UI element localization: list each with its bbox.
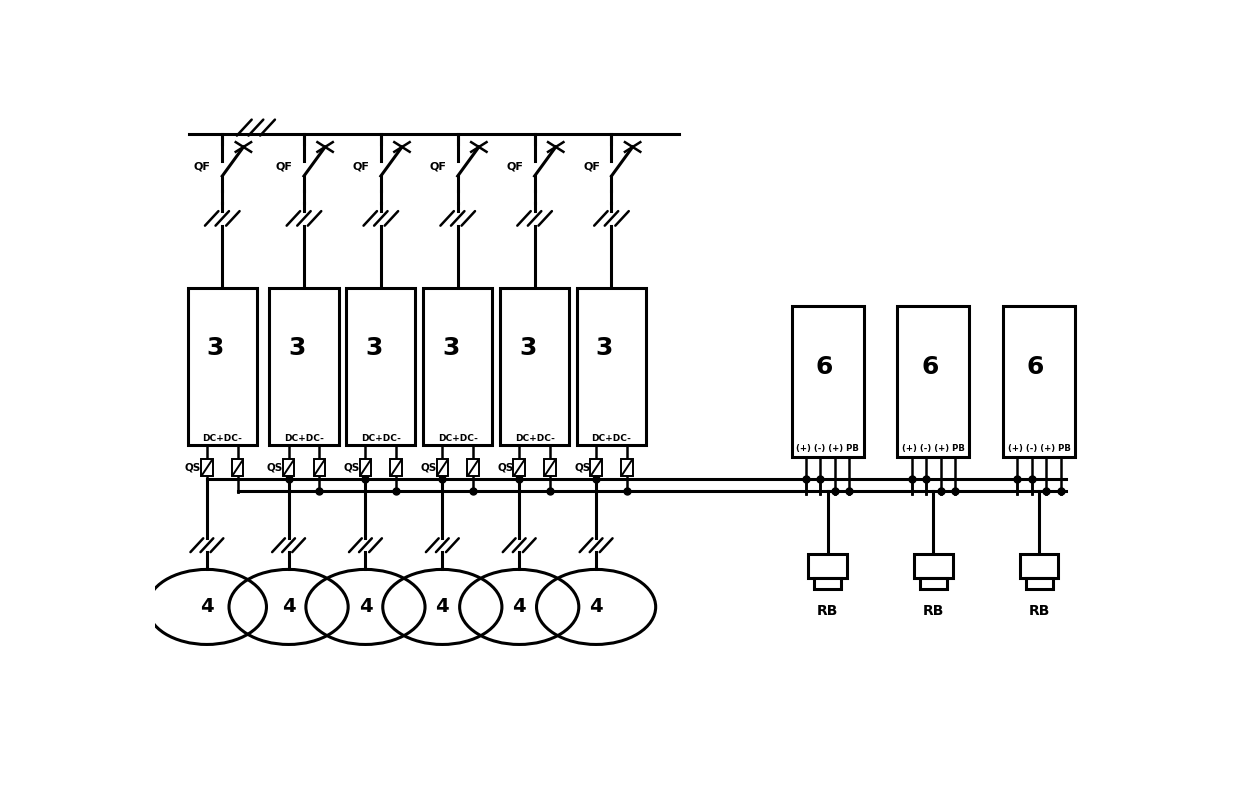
Text: DC+DC-: DC+DC- bbox=[361, 434, 401, 443]
Text: 6: 6 bbox=[1027, 354, 1044, 379]
Text: QF: QF bbox=[429, 162, 446, 172]
Text: 4: 4 bbox=[512, 597, 526, 616]
Text: QF: QF bbox=[583, 162, 600, 172]
Bar bbox=[808, 554, 847, 578]
Text: 6: 6 bbox=[816, 354, 833, 379]
Text: 4: 4 bbox=[281, 597, 295, 616]
Text: DC+DC-: DC+DC- bbox=[202, 434, 242, 443]
Text: (+) (-) (+) PB: (+) (-) (+) PB bbox=[1008, 444, 1070, 453]
Text: QS: QS bbox=[420, 463, 436, 472]
Text: 3: 3 bbox=[289, 336, 306, 360]
Text: RB: RB bbox=[1028, 604, 1050, 618]
Text: 3: 3 bbox=[443, 336, 460, 360]
Text: 4: 4 bbox=[589, 597, 603, 616]
Bar bbox=[513, 459, 525, 476]
Bar bbox=[577, 288, 646, 446]
Bar bbox=[815, 578, 841, 590]
Text: 3: 3 bbox=[520, 336, 537, 360]
Text: QF: QF bbox=[352, 162, 370, 172]
Bar bbox=[920, 578, 947, 590]
Bar bbox=[314, 459, 325, 476]
Bar bbox=[1003, 307, 1075, 457]
Bar bbox=[283, 459, 294, 476]
Text: QS: QS bbox=[267, 463, 283, 472]
Text: QS: QS bbox=[343, 463, 360, 472]
Text: DC+DC-: DC+DC- bbox=[515, 434, 554, 443]
Text: DC+DC-: DC+DC- bbox=[591, 434, 631, 443]
Text: 4: 4 bbox=[200, 597, 213, 616]
Bar bbox=[391, 459, 402, 476]
Text: RB: RB bbox=[817, 604, 838, 618]
Text: 3: 3 bbox=[366, 336, 383, 360]
Text: QS: QS bbox=[185, 463, 201, 472]
Text: (+) (-) (+) PB: (+) (-) (+) PB bbox=[796, 444, 859, 453]
Text: QF: QF bbox=[193, 162, 211, 172]
Bar bbox=[436, 459, 448, 476]
Text: QS: QS bbox=[574, 463, 590, 472]
Bar bbox=[544, 459, 556, 476]
Bar bbox=[187, 288, 257, 446]
Text: QS: QS bbox=[497, 463, 513, 472]
Text: 4: 4 bbox=[358, 597, 372, 616]
Bar bbox=[1019, 554, 1058, 578]
Bar bbox=[232, 459, 243, 476]
Bar bbox=[1025, 578, 1053, 590]
Text: DC+DC-: DC+DC- bbox=[284, 434, 324, 443]
Text: 3: 3 bbox=[596, 336, 614, 360]
Bar bbox=[467, 459, 479, 476]
Bar bbox=[423, 288, 492, 446]
Text: RB: RB bbox=[923, 604, 944, 618]
Text: DC+DC-: DC+DC- bbox=[438, 434, 477, 443]
Bar bbox=[360, 459, 371, 476]
Bar bbox=[590, 459, 601, 476]
Text: 6: 6 bbox=[921, 354, 939, 379]
Bar bbox=[898, 307, 970, 457]
Text: QF: QF bbox=[275, 162, 293, 172]
Text: 4: 4 bbox=[435, 597, 449, 616]
Text: 3: 3 bbox=[207, 336, 224, 360]
Text: (+) (-) (+) PB: (+) (-) (+) PB bbox=[901, 444, 965, 453]
Bar bbox=[791, 307, 864, 457]
Bar bbox=[914, 554, 952, 578]
Bar bbox=[621, 459, 632, 476]
Text: QF: QF bbox=[506, 162, 523, 172]
Bar bbox=[269, 288, 339, 446]
Bar bbox=[500, 288, 569, 446]
Bar bbox=[201, 459, 213, 476]
Bar bbox=[346, 288, 415, 446]
